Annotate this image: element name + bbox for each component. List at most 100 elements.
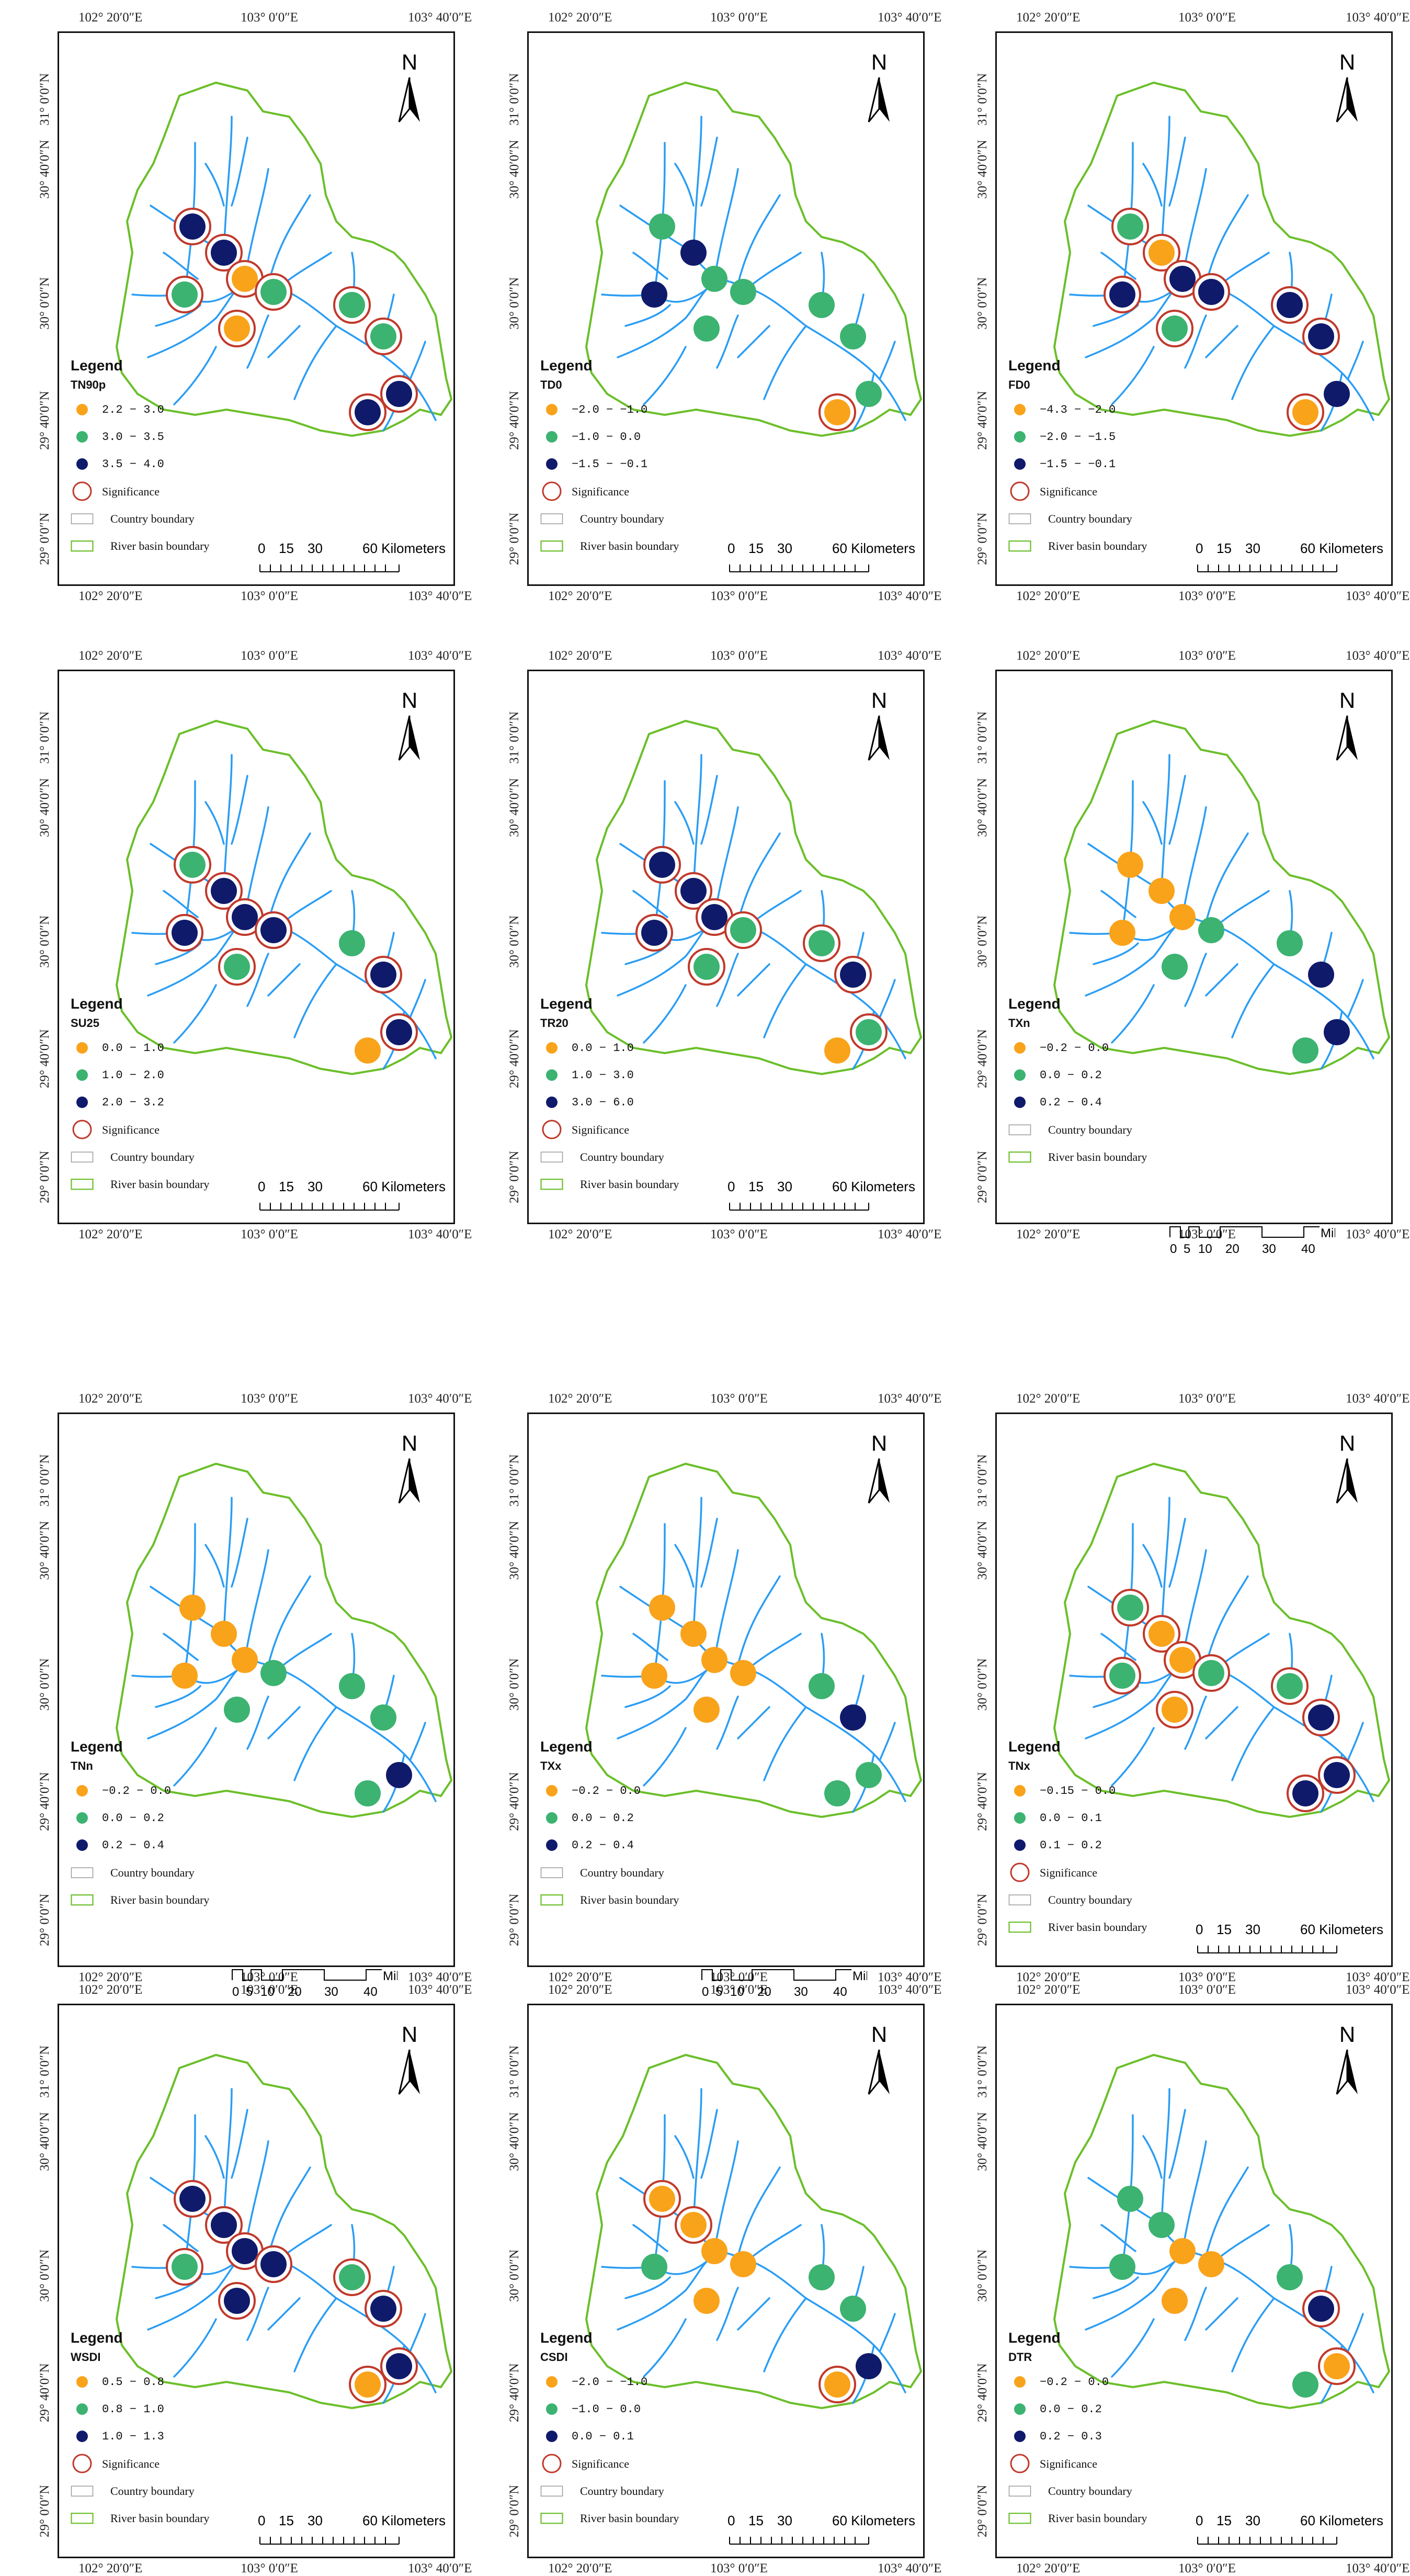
river-line bbox=[147, 1669, 238, 1739]
station-marker bbox=[1324, 381, 1350, 407]
river-line bbox=[713, 1549, 739, 1661]
lat-label-left: 30° 0′0″N bbox=[507, 915, 521, 968]
scale-tick-label: 15 bbox=[279, 1179, 294, 1194]
river-line bbox=[1100, 2224, 1136, 2252]
river-basin-label: River basin boundary bbox=[1048, 1150, 1147, 1163]
map-canvas bbox=[585, 719, 923, 1076]
scale-tick-label: 15 bbox=[1216, 2513, 1232, 2528]
station-dot-green bbox=[355, 1780, 381, 1806]
river-line bbox=[617, 288, 708, 358]
legend-class-orange: 2.2 − 3.0 bbox=[71, 398, 164, 425]
lon-label-bottom: 103° 40′0″E bbox=[878, 2561, 942, 2575]
index-name: WSDI bbox=[71, 2351, 101, 2364]
scale-tick-label: 30 bbox=[308, 1179, 323, 1194]
country-boundary-label: Country boundary bbox=[580, 2484, 664, 2498]
station-marker bbox=[205, 872, 243, 910]
river-line bbox=[700, 775, 718, 845]
legend-class-green: −1.0 − 0.0 bbox=[540, 425, 641, 453]
station-dot-green bbox=[1149, 2212, 1175, 2238]
index-name: TR20 bbox=[540, 1016, 568, 1030]
north-label: N bbox=[1339, 688, 1355, 713]
lon-label-bottom: 103° 0′0″E bbox=[1178, 1227, 1236, 1241]
index-name: TXx bbox=[540, 1759, 562, 1772]
station-dot-green bbox=[693, 315, 720, 342]
station-dot-navy bbox=[211, 878, 237, 904]
station-dot-orange bbox=[1149, 240, 1175, 266]
station-dot-navy bbox=[386, 381, 412, 407]
mile-tick-label: 40 bbox=[833, 1985, 847, 1999]
station-dot-orange bbox=[649, 2186, 675, 2212]
station-marker bbox=[1318, 2347, 1356, 2385]
legend-country-boundary: Country boundary bbox=[71, 2479, 195, 2506]
river-line bbox=[410, 341, 426, 379]
station-dot-navy bbox=[1324, 381, 1350, 407]
legend-class-navy: 0.2 − 0.4 bbox=[540, 1834, 634, 1861]
river-line bbox=[1231, 1706, 1275, 1781]
legend-significance: Significance bbox=[71, 1118, 160, 1145]
country-boundary-label: Country boundary bbox=[1048, 1893, 1132, 1906]
lon-label-bottom: 103° 40′0″E bbox=[408, 589, 472, 603]
legend-significance: Significance bbox=[71, 480, 160, 507]
scale-bar: 0 15 30 60 Kilometers bbox=[258, 540, 451, 577]
lon-label-bottom: 103° 40′0″E bbox=[878, 1970, 942, 1984]
legend-class-orange: 0.0 − 1.0 bbox=[71, 1036, 164, 1064]
station-marker bbox=[1109, 2254, 1135, 2280]
river-line bbox=[653, 2114, 708, 2275]
station-marker bbox=[224, 1697, 250, 1723]
river-line bbox=[267, 325, 301, 358]
station-marker bbox=[370, 1704, 396, 1731]
lat-label-left: 29° 40′0″N bbox=[507, 2363, 521, 2422]
legend-class-label: −1.0 − 0.0 bbox=[572, 431, 641, 444]
lon-label-bottom: 103° 40′0″E bbox=[408, 1970, 472, 1984]
station-marker bbox=[1198, 917, 1224, 943]
scale-tick-label: 0 bbox=[1196, 2513, 1203, 2528]
scale-tick-label: 30 bbox=[777, 540, 792, 556]
mile-tick-label: 0 bbox=[1170, 1242, 1177, 1256]
north-label: N bbox=[871, 688, 887, 713]
station-dot-orange bbox=[1198, 2251, 1224, 2277]
scale-tick-label: 0 bbox=[727, 540, 735, 556]
miles-scale-bar: 05 10 20 30 40 Miles bbox=[700, 1964, 882, 2004]
station-dot-navy bbox=[1324, 1019, 1350, 1045]
lon-label-top: 103° 40′0″E bbox=[1346, 10, 1410, 25]
lon-label-top: 102° 20′0″E bbox=[548, 649, 612, 663]
map-canvas bbox=[115, 719, 453, 1076]
station-dot-orange bbox=[1169, 2238, 1196, 2264]
legend-class-label: −4.3 − −2.0 bbox=[1040, 403, 1116, 416]
station-dot-green bbox=[840, 2296, 866, 2322]
river-line bbox=[173, 1727, 217, 1787]
country-boundary-label: Country boundary bbox=[110, 512, 195, 525]
legend: Legend TNn −0.2 − 0.0 0.0 − 0.2 0.2 − 0.4 Cou… bbox=[71, 1738, 209, 1915]
lat-label-left: 31° 0′0″N bbox=[38, 711, 52, 764]
scale-tick-label: 30 bbox=[308, 540, 323, 556]
river-line bbox=[246, 314, 269, 369]
scale-bar: 0 15 30 60 Kilometers bbox=[258, 1179, 451, 1215]
legend-class-navy: 0.2 − 0.4 bbox=[71, 1834, 164, 1861]
legend-significance: Significance bbox=[1008, 480, 1097, 507]
lat-label-left: 29° 40′0″N bbox=[507, 1772, 521, 1831]
station-dot-orange bbox=[1169, 1647, 1196, 1673]
map-frame: N Legend TR20 0.0 − 1.0 1.0 − 3.0 3.0 − 6.0 Si… bbox=[527, 670, 925, 1224]
station-dot-green bbox=[370, 1704, 396, 1731]
lat-label-left: 29° 0′0″N bbox=[507, 512, 521, 565]
scale-bar: 0 15 30 60 Kilometers bbox=[1196, 2513, 1389, 2549]
river-line bbox=[231, 775, 248, 845]
station-dot-green bbox=[260, 1660, 287, 1686]
lat-label-left: 29° 0′0″N bbox=[507, 1893, 521, 1946]
river-basin-label: River basin boundary bbox=[580, 2512, 679, 2525]
station-marker bbox=[232, 1647, 258, 1673]
station-marker bbox=[1143, 1615, 1180, 1653]
lon-label-bottom: 102° 20′0″E bbox=[548, 1970, 612, 1984]
river-line bbox=[1100, 1633, 1136, 1661]
miles-scale-bar: 05 10 20 30 40 Miles bbox=[1168, 1222, 1350, 1261]
river-line bbox=[1205, 194, 1249, 285]
river-line bbox=[1184, 953, 1207, 1007]
station-marker bbox=[641, 1663, 667, 1689]
legend-class-green: −2.0 − −1.5 bbox=[1008, 425, 1116, 453]
lat-label-left: 29° 0′0″N bbox=[975, 1893, 990, 1946]
station-marker bbox=[1156, 310, 1193, 347]
station-marker bbox=[840, 323, 866, 349]
river-line bbox=[700, 2109, 718, 2179]
legend-class-green: 0.0 − 0.2 bbox=[1008, 1064, 1102, 1091]
river-line bbox=[293, 1706, 337, 1781]
